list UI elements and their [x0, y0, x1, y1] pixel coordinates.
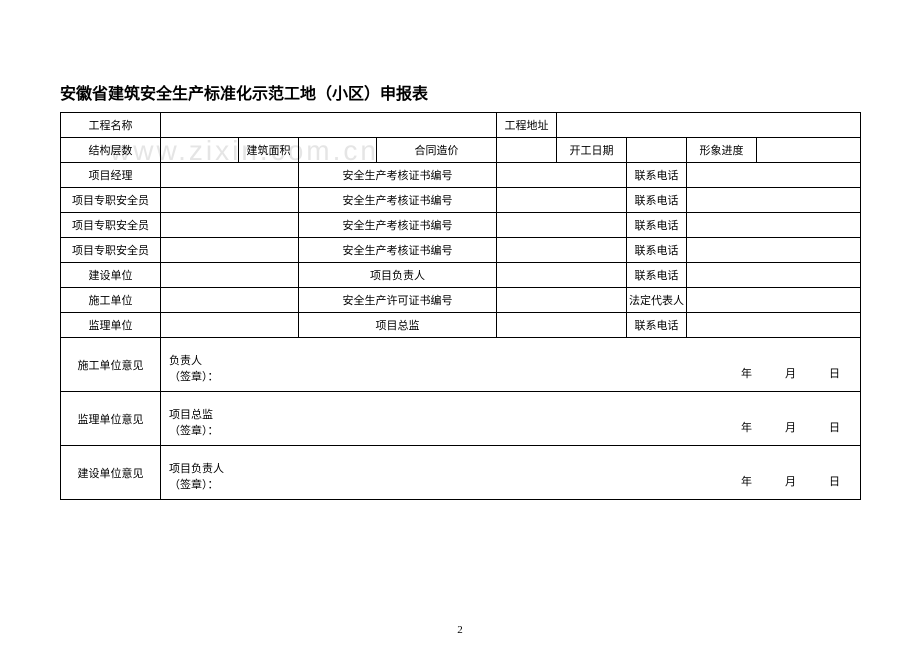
label-legal-rep: 法定代表人 [627, 288, 687, 313]
value-legal-rep [687, 288, 861, 313]
label-permit-number: 安全生产许可证书编号 [299, 288, 497, 313]
table-row: 项目专职安全员 安全生产考核证书编号 联系电话 [61, 213, 861, 238]
value-phone [687, 163, 861, 188]
signature-supervision: 项目总监 （签章）： [161, 392, 299, 446]
table-row: 项目专职安全员 安全生产考核证书编号 联系电话 [61, 188, 861, 213]
label-safety-officer-3: 项目专职安全员 [61, 238, 161, 263]
label-safety-officer-1: 项目专职安全员 [61, 188, 161, 213]
label-supervision-opinion: 监理单位意见 [61, 392, 161, 446]
date-construction: 年 月 日 [299, 446, 861, 500]
table-row: 施工单位意见 负责人 （签章）： 年 月 日 [61, 338, 861, 392]
value-cert-number [497, 163, 627, 188]
value-project-leader [497, 263, 627, 288]
value-phone [687, 263, 861, 288]
table-row: 建设单位 项目负责人 联系电话 [61, 263, 861, 288]
value-structure-floors [161, 138, 239, 163]
page-title: 安徽省建筑安全生产标准化示范工地（小区）申报表 [60, 80, 860, 104]
table-row: 监理单位 项目总监 联系电话 [61, 313, 861, 338]
value-start-date [627, 138, 687, 163]
label-cert-number: 安全生产考核证书编号 [299, 213, 497, 238]
table-row: 项目专职安全员 安全生产考核证书编号 联系电话 [61, 238, 861, 263]
value-supervision-unit [161, 313, 299, 338]
value-safety-officer-2 [161, 213, 299, 238]
label-phone: 联系电话 [627, 188, 687, 213]
table-row: 监理单位意见 项目总监 （签章）： 年 月 日 [61, 392, 861, 446]
value-permit-number [497, 288, 627, 313]
label-cert-number: 安全生产考核证书编号 [299, 238, 497, 263]
signature-builder: 负责人 （签章）： [161, 338, 299, 392]
label-project-supervisor: 项目总监 [299, 313, 497, 338]
value-phone [687, 238, 861, 263]
value-project-supervisor [497, 313, 627, 338]
value-cert-number [497, 238, 627, 263]
label-image-progress: 形象进度 [687, 138, 757, 163]
value-cert-number [497, 213, 627, 238]
label-building-area: 建筑面积 [239, 138, 299, 163]
label-structure-floors: 结构层数 [61, 138, 161, 163]
value-project-manager [161, 163, 299, 188]
label-construction-opinion: 建设单位意见 [61, 446, 161, 500]
label-project-manager: 项目经理 [61, 163, 161, 188]
label-safety-officer-2: 项目专职安全员 [61, 213, 161, 238]
label-construction-unit: 建设单位 [61, 263, 161, 288]
table-row: 施工单位 安全生产许可证书编号 法定代表人 [61, 288, 861, 313]
label-phone: 联系电话 [627, 313, 687, 338]
value-phone [687, 313, 861, 338]
value-cert-number [497, 188, 627, 213]
label-cert-number: 安全生产考核证书编号 [299, 188, 497, 213]
value-construction-unit [161, 263, 299, 288]
value-image-progress [757, 138, 861, 163]
table-row: 建设单位意见 项目负责人 （签章）： 年 月 日 [61, 446, 861, 500]
value-phone [687, 188, 861, 213]
label-contract-price: 合同造价 [377, 138, 497, 163]
label-supervision-unit: 监理单位 [61, 313, 161, 338]
date-supervision: 年 月 日 [299, 392, 861, 446]
label-project-name: 工程名称 [61, 113, 161, 138]
date-builder: 年 月 日 [299, 338, 861, 392]
table-row: 工程名称 工程地址 [61, 113, 861, 138]
value-safety-officer-1 [161, 188, 299, 213]
signature-construction: 项目负责人 （签章）： [161, 446, 299, 500]
table-row: 结构层数 建筑面积 合同造价 开工日期 形象进度 [61, 138, 861, 163]
label-builder-unit: 施工单位 [61, 288, 161, 313]
label-start-date: 开工日期 [557, 138, 627, 163]
value-project-name [161, 113, 497, 138]
application-form-table: 工程名称 工程地址 结构层数 建筑面积 合同造价 开工日期 形象进度 项目经理 … [60, 112, 861, 500]
value-building-area [299, 138, 377, 163]
value-safety-officer-3 [161, 238, 299, 263]
label-project-address: 工程地址 [497, 113, 557, 138]
value-builder-unit [161, 288, 299, 313]
value-contract-price [497, 138, 557, 163]
label-builder-opinion: 施工单位意见 [61, 338, 161, 392]
value-project-address [557, 113, 861, 138]
table-row: 项目经理 安全生产考核证书编号 联系电话 [61, 163, 861, 188]
label-cert-number: 安全生产考核证书编号 [299, 163, 497, 188]
label-phone: 联系电话 [627, 263, 687, 288]
label-project-leader: 项目负责人 [299, 263, 497, 288]
value-phone [687, 213, 861, 238]
page-number: 2 [457, 624, 463, 636]
label-phone: 联系电话 [627, 238, 687, 263]
label-phone: 联系电话 [627, 163, 687, 188]
label-phone: 联系电话 [627, 213, 687, 238]
